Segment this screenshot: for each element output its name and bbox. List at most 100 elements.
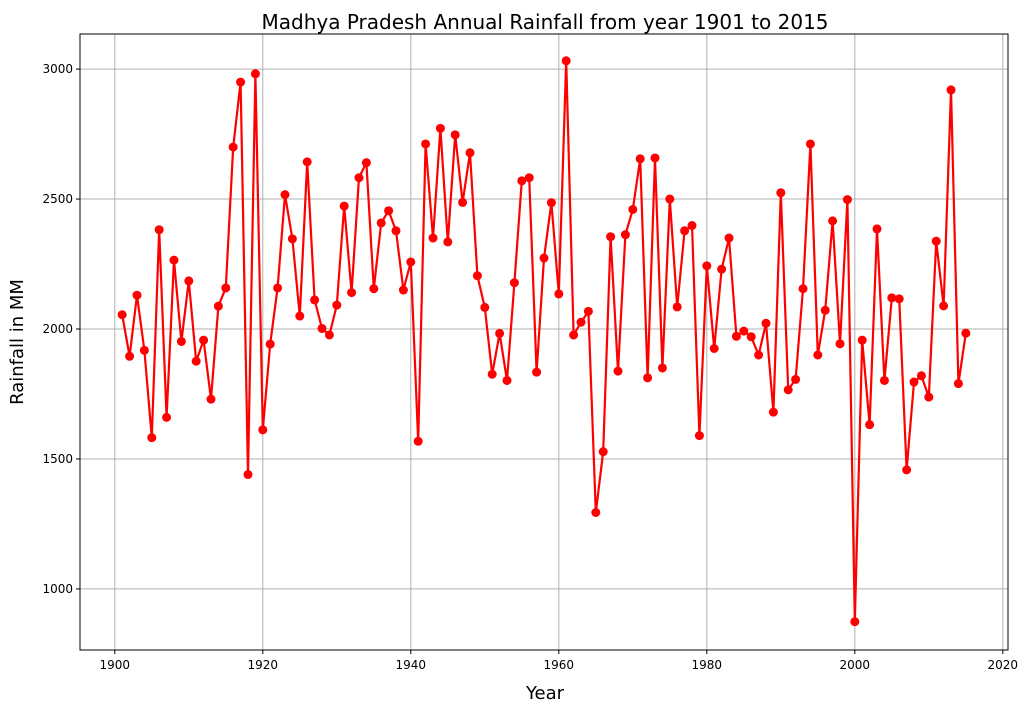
data-point bbox=[813, 350, 823, 360]
data-point bbox=[221, 283, 231, 293]
data-point bbox=[842, 195, 852, 205]
data-point bbox=[265, 339, 275, 349]
data-point bbox=[199, 335, 209, 345]
data-point bbox=[421, 139, 431, 149]
data-point bbox=[805, 139, 815, 149]
data-point bbox=[295, 311, 305, 321]
data-point bbox=[761, 318, 771, 328]
data-point bbox=[569, 330, 579, 340]
data-point bbox=[154, 225, 164, 235]
data-point bbox=[413, 436, 423, 446]
y-tick-label: 2500 bbox=[42, 192, 73, 206]
x-tick-label: 1980 bbox=[692, 658, 723, 672]
data-point bbox=[680, 226, 690, 236]
y-tick-label: 2000 bbox=[42, 322, 73, 336]
data-point bbox=[946, 85, 956, 95]
data-point bbox=[243, 470, 253, 480]
data-point bbox=[206, 394, 216, 404]
data-point bbox=[162, 412, 172, 422]
data-point bbox=[347, 288, 357, 298]
data-point bbox=[776, 188, 786, 198]
data-point bbox=[902, 465, 912, 475]
data-point bbox=[931, 236, 941, 246]
data-point bbox=[302, 157, 312, 167]
axis-ticks: 1900 1920 1940 1960 1980 2000 2020 1000 1500 2000… bbox=[42, 62, 1018, 672]
data-point bbox=[125, 351, 135, 361]
data-point bbox=[731, 331, 741, 341]
data-point bbox=[628, 204, 638, 214]
data-point bbox=[887, 293, 897, 303]
data-point bbox=[435, 123, 445, 133]
data-point bbox=[606, 232, 616, 242]
data-point bbox=[591, 508, 601, 518]
data-point bbox=[916, 371, 926, 381]
x-tick-label: 1960 bbox=[544, 658, 575, 672]
data-point bbox=[258, 425, 268, 435]
x-tick-label: 1900 bbox=[100, 658, 131, 672]
data-point bbox=[117, 310, 127, 320]
data-point bbox=[176, 336, 186, 346]
data-point bbox=[398, 285, 408, 295]
data-point bbox=[465, 148, 475, 158]
data-point bbox=[532, 367, 542, 377]
data-point bbox=[480, 302, 490, 312]
data-point bbox=[310, 295, 320, 305]
y-tick-label: 1500 bbox=[42, 452, 73, 466]
data-point bbox=[539, 253, 549, 263]
grid-lines bbox=[80, 34, 1008, 650]
data-point bbox=[576, 317, 586, 327]
x-tick-label: 1920 bbox=[248, 658, 279, 672]
data-point bbox=[746, 332, 756, 342]
data-point bbox=[458, 197, 468, 207]
data-point bbox=[236, 77, 246, 87]
data-point bbox=[250, 69, 260, 79]
x-tick-label: 1940 bbox=[396, 658, 427, 672]
data-point bbox=[598, 447, 608, 457]
data-point bbox=[280, 190, 290, 200]
data-point bbox=[702, 261, 712, 271]
data-point bbox=[672, 302, 682, 312]
data-point bbox=[509, 278, 519, 288]
data-point bbox=[643, 373, 653, 383]
x-tick-label: 2000 bbox=[840, 658, 871, 672]
data-point bbox=[768, 407, 778, 417]
data-point bbox=[709, 343, 719, 353]
data-point bbox=[879, 375, 889, 385]
data-point bbox=[798, 284, 808, 294]
data-point bbox=[657, 363, 667, 373]
data-point bbox=[324, 330, 334, 340]
data-point bbox=[273, 283, 283, 293]
data-point bbox=[687, 221, 697, 231]
data-point bbox=[561, 56, 571, 66]
data-point bbox=[228, 142, 238, 152]
data-point bbox=[428, 233, 438, 243]
data-point bbox=[650, 153, 660, 163]
data-point bbox=[369, 284, 379, 294]
data-point bbox=[961, 328, 971, 338]
data-point bbox=[717, 264, 727, 274]
data-point bbox=[391, 226, 401, 236]
data-point bbox=[828, 216, 838, 226]
data-point bbox=[872, 224, 882, 234]
data-point bbox=[665, 194, 675, 204]
data-point bbox=[472, 271, 482, 281]
data-point bbox=[835, 339, 845, 349]
y-tick-label: 1000 bbox=[42, 582, 73, 596]
data-point bbox=[502, 375, 512, 385]
data-point bbox=[317, 323, 327, 333]
data-point bbox=[850, 617, 860, 627]
data-point bbox=[546, 198, 556, 208]
data-point bbox=[865, 420, 875, 430]
data-point bbox=[783, 385, 793, 395]
data-point bbox=[406, 257, 416, 267]
data-point bbox=[339, 201, 349, 211]
data-point bbox=[739, 326, 749, 336]
data-point bbox=[332, 300, 342, 310]
x-tick-label: 2020 bbox=[988, 658, 1019, 672]
data-point bbox=[694, 431, 704, 441]
x-axis-label: Year bbox=[525, 683, 565, 704]
data-point bbox=[857, 335, 867, 345]
data-point bbox=[287, 234, 297, 244]
y-tick-label: 3000 bbox=[42, 62, 73, 76]
data-point bbox=[524, 173, 534, 183]
